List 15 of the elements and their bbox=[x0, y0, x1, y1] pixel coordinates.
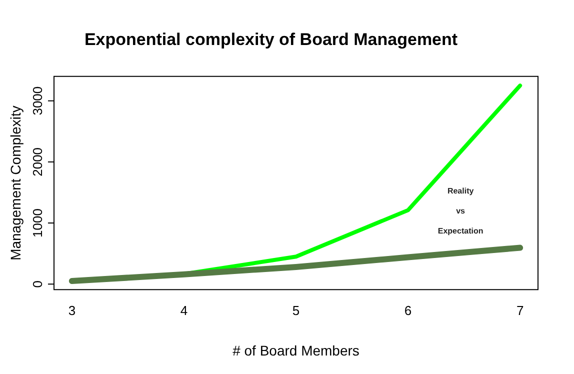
x-tick-label: 3 bbox=[68, 302, 76, 318]
chart-title: Exponential complexity of Board Management bbox=[84, 30, 458, 49]
x-tick-label: 6 bbox=[404, 302, 412, 318]
annotation: Reality bbox=[447, 186, 474, 196]
y-tick-label: 3000 bbox=[30, 86, 46, 116]
y-axis-title: Management Complexity bbox=[7, 106, 24, 260]
x-tick-label: 4 bbox=[180, 302, 188, 318]
x-tick-label: 7 bbox=[516, 302, 524, 318]
x-axis-title: # of Board Members bbox=[232, 342, 360, 358]
y-tick-label: 0 bbox=[30, 280, 46, 288]
annotation: vs bbox=[456, 206, 466, 216]
y-tick-label: 2000 bbox=[30, 147, 46, 176]
annotation: Expectation bbox=[438, 226, 484, 236]
x-tick-label: 5 bbox=[292, 302, 300, 318]
y-tick-label: 1000 bbox=[30, 208, 46, 238]
